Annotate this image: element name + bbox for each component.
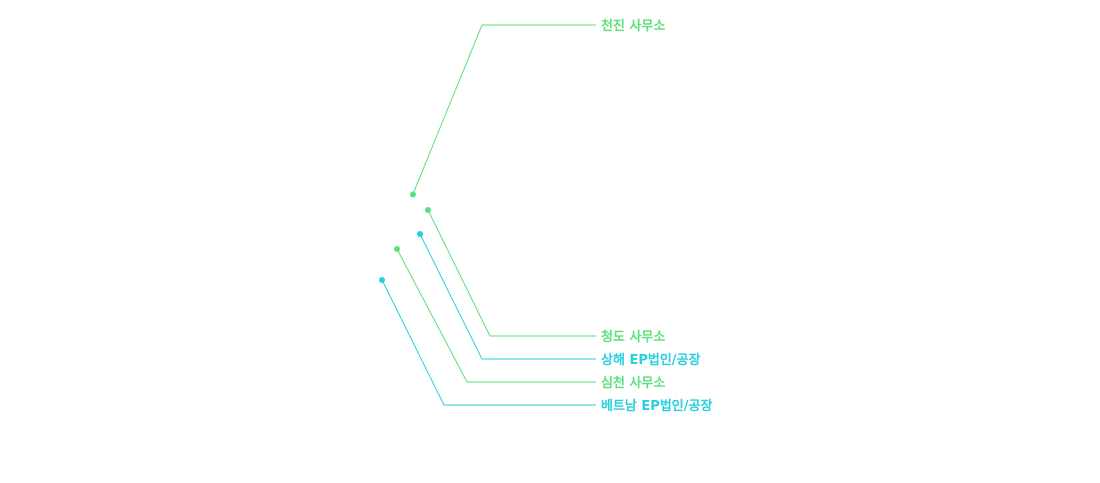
- callout-qingdao: 청도 사무소: [425, 207, 665, 345]
- leader-line-tianjin: [412, 24, 596, 195]
- callout-vietnam: 베트남 EP법인/공장: [379, 277, 712, 414]
- location-label-tianjin: 천진 사무소: [601, 18, 665, 34]
- leader-line-vietnam: [381, 279, 596, 406]
- location-dot-vietnam: [379, 277, 385, 283]
- leader-line-qingdao: [427, 209, 596, 337]
- callout-shanghai: 상해 EP법인/공장: [417, 231, 700, 368]
- location-label-shenzhen: 심천 사무소: [601, 375, 665, 391]
- location-label-shanghai: 상해 EP법인/공장: [601, 352, 700, 368]
- leader-line-shanghai: [419, 233, 596, 360]
- location-dot-qingdao: [425, 207, 431, 213]
- callout-tianjin: 천진 사무소: [410, 18, 665, 198]
- location-dot-shenzhen: [394, 246, 400, 252]
- callout-shenzhen: 심천 사무소: [394, 246, 665, 391]
- location-label-vietnam: 베트남 EP법인/공장: [601, 398, 712, 414]
- location-label-qingdao: 청도 사무소: [601, 329, 665, 345]
- location-dot-shanghai: [417, 231, 423, 237]
- leader-line-shenzhen: [396, 248, 596, 383]
- location-dot-tianjin: [410, 191, 416, 198]
